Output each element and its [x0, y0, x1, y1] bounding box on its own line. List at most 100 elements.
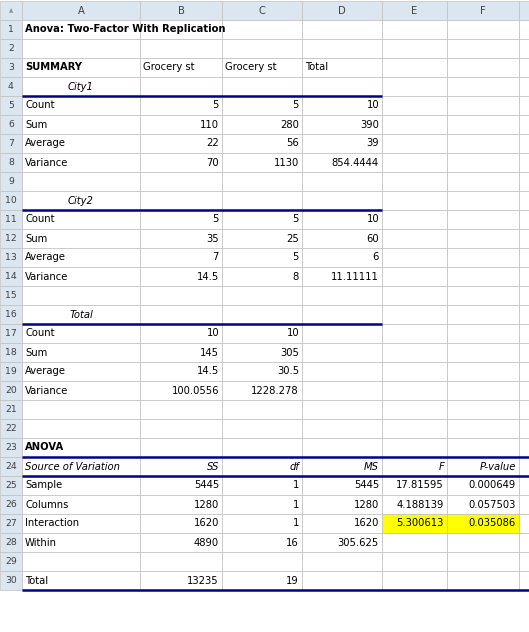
Bar	[519, 514, 529, 533]
Bar	[382, 514, 447, 533]
Bar	[302, 96, 382, 115]
Bar	[140, 172, 222, 191]
Text: 1620: 1620	[194, 518, 219, 528]
Bar	[22, 134, 140, 153]
Bar	[0, 115, 22, 134]
Bar	[447, 419, 519, 438]
Text: City1: City1	[68, 82, 94, 92]
Text: A: A	[78, 6, 85, 16]
Bar	[302, 476, 382, 495]
Bar	[519, 1, 529, 20]
Bar	[519, 533, 529, 552]
Bar	[519, 400, 529, 419]
Bar	[0, 343, 22, 362]
Bar	[222, 77, 302, 96]
Bar	[447, 495, 519, 514]
Bar	[140, 77, 222, 96]
Bar	[447, 77, 519, 96]
Text: E: E	[412, 6, 417, 16]
Text: 5: 5	[293, 214, 299, 224]
Text: Within: Within	[25, 537, 57, 547]
Bar	[302, 210, 382, 229]
Bar	[140, 552, 222, 571]
Bar	[382, 552, 447, 571]
Text: 5: 5	[293, 253, 299, 262]
Bar	[140, 362, 222, 381]
Text: B: B	[178, 6, 185, 16]
Bar	[0, 58, 22, 77]
Text: Average: Average	[25, 138, 66, 149]
Bar	[382, 210, 447, 229]
Bar	[0, 1, 22, 20]
Text: 8: 8	[293, 272, 299, 281]
Bar	[447, 438, 519, 457]
Bar	[447, 267, 519, 286]
Bar	[22, 514, 140, 533]
Bar	[22, 533, 140, 552]
Bar	[222, 20, 302, 39]
Bar	[302, 58, 382, 77]
Bar	[447, 286, 519, 305]
Bar	[222, 419, 302, 438]
Text: 22: 22	[5, 424, 17, 433]
Bar	[302, 191, 382, 210]
Text: F: F	[438, 461, 444, 471]
Bar	[519, 419, 529, 438]
Bar	[519, 248, 529, 267]
Text: MS: MS	[364, 461, 379, 471]
Bar	[22, 77, 140, 96]
Bar	[519, 172, 529, 191]
Bar	[302, 248, 382, 267]
Text: 1130: 1130	[273, 157, 299, 167]
Text: Sample: Sample	[25, 480, 62, 490]
Text: 24: 24	[5, 462, 17, 471]
Bar	[222, 533, 302, 552]
Bar	[222, 476, 302, 495]
Text: 13235: 13235	[187, 576, 219, 585]
Bar	[519, 210, 529, 229]
Bar	[0, 438, 22, 457]
Bar	[302, 172, 382, 191]
Bar	[382, 362, 447, 381]
Text: 5: 5	[213, 100, 219, 111]
Text: 0.057503: 0.057503	[469, 499, 516, 509]
Bar	[519, 476, 529, 495]
Text: Count: Count	[25, 329, 54, 339]
Bar	[22, 343, 140, 362]
Bar	[382, 533, 447, 552]
Bar	[382, 96, 447, 115]
Text: 7: 7	[213, 253, 219, 262]
Bar	[22, 457, 140, 476]
Text: 25: 25	[5, 481, 17, 490]
Bar	[22, 1, 140, 20]
Bar	[447, 153, 519, 172]
Bar	[447, 571, 519, 590]
Bar	[0, 571, 22, 590]
Text: Total: Total	[25, 576, 48, 585]
Text: 5: 5	[8, 101, 14, 110]
Bar	[140, 438, 222, 457]
Bar	[382, 1, 447, 20]
Bar	[519, 77, 529, 96]
Text: Sum: Sum	[25, 119, 47, 130]
Bar	[222, 400, 302, 419]
Bar	[0, 134, 22, 153]
Bar	[222, 457, 302, 476]
Bar	[222, 571, 302, 590]
Text: Count: Count	[25, 100, 54, 111]
Bar	[382, 305, 447, 324]
Bar	[22, 20, 140, 39]
Bar	[382, 39, 447, 58]
Bar	[0, 286, 22, 305]
Bar	[519, 362, 529, 381]
Bar	[447, 134, 519, 153]
Text: 390: 390	[360, 119, 379, 130]
Bar	[0, 248, 22, 267]
Bar	[222, 1, 302, 20]
Bar	[302, 419, 382, 438]
Bar	[302, 134, 382, 153]
Bar	[140, 210, 222, 229]
Text: 11.11111: 11.11111	[331, 272, 379, 281]
Bar	[382, 58, 447, 77]
Bar	[0, 533, 22, 552]
